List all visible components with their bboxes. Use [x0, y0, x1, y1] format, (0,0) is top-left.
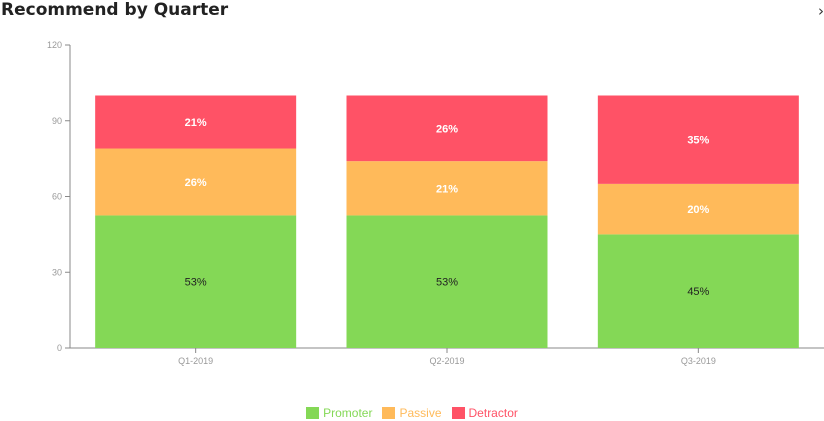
legend-label: Promoter	[323, 406, 373, 420]
data-label-detractor: 35%	[687, 135, 709, 147]
legend-label: Detractor	[468, 406, 518, 420]
bar-segment-promoter	[346, 215, 548, 348]
data-label-promoter: 53%	[436, 277, 458, 289]
bar-segment-promoter	[597, 234, 799, 348]
bar-segment-promoter	[95, 215, 297, 348]
y-tick-label: 120	[47, 40, 62, 50]
x-tick-label: Q1-2019	[178, 356, 213, 366]
x-tick-label: Q3-2019	[681, 356, 716, 366]
legend-swatch	[451, 407, 465, 419]
data-label-passive: 21%	[436, 183, 458, 195]
bar-segment-detractor	[95, 95, 297, 149]
legend-item-detractor[interactable]: Detractor	[451, 406, 518, 420]
data-label-promoter: 45%	[687, 286, 709, 298]
chart-legend: Promoter Passive Detractor	[0, 406, 824, 420]
x-tick-label: Q2-2019	[429, 356, 464, 366]
bar-segment-detractor	[597, 95, 799, 184]
y-tick-label: 60	[52, 192, 62, 202]
bar-segment-passive	[95, 148, 297, 216]
bar-segment-passive	[346, 161, 548, 216]
bar-segment-passive	[597, 183, 799, 235]
legend-swatch	[306, 407, 320, 419]
export-menu-icon[interactable]: ›	[818, 2, 824, 20]
data-label-promoter: 53%	[185, 277, 207, 289]
legend-label: Passive	[399, 406, 442, 420]
data-label-detractor: 21%	[185, 117, 207, 129]
bar-segment-detractor	[346, 95, 548, 162]
data-label-passive: 20%	[687, 204, 709, 216]
data-label-passive: 26%	[185, 177, 207, 189]
legend-item-promoter[interactable]: Promoter	[306, 406, 372, 420]
y-tick-label: 0	[57, 343, 62, 353]
legend-item-passive[interactable]: Passive	[382, 406, 442, 420]
y-tick-label: 90	[52, 116, 62, 126]
data-label-detractor: 26%	[436, 123, 458, 135]
chart-title: Recommend by Quarter	[1, 0, 229, 20]
legend-swatch	[382, 407, 396, 419]
y-tick-label: 30	[52, 267, 62, 277]
